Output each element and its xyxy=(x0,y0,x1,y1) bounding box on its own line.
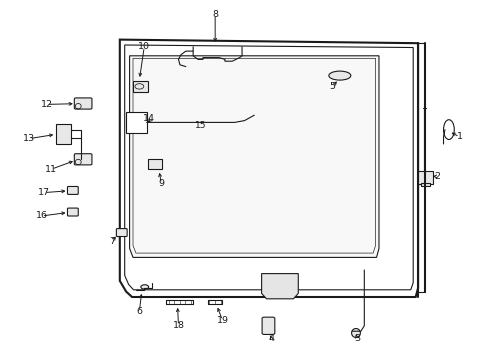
Text: 17: 17 xyxy=(38,188,50,197)
FancyBboxPatch shape xyxy=(147,159,162,169)
Text: 5: 5 xyxy=(329,82,335,91)
Text: 13: 13 xyxy=(23,134,35,143)
Text: 2: 2 xyxy=(434,172,440,181)
Polygon shape xyxy=(261,274,298,299)
Text: 4: 4 xyxy=(268,334,274,343)
Text: 15: 15 xyxy=(194,122,206,130)
Text: 19: 19 xyxy=(216,316,228,325)
FancyBboxPatch shape xyxy=(56,124,71,144)
FancyBboxPatch shape xyxy=(116,229,127,237)
Text: 10: 10 xyxy=(138,42,150,51)
FancyBboxPatch shape xyxy=(262,317,274,334)
Polygon shape xyxy=(129,56,378,257)
Text: 16: 16 xyxy=(36,211,47,220)
Text: 9: 9 xyxy=(158,179,164,188)
Ellipse shape xyxy=(351,328,360,338)
Text: 8: 8 xyxy=(212,10,218,19)
Text: 3: 3 xyxy=(353,334,359,343)
Text: 1: 1 xyxy=(456,132,462,141)
Text: 18: 18 xyxy=(172,321,184,330)
Text: 7: 7 xyxy=(109,237,115,246)
FancyBboxPatch shape xyxy=(417,171,432,184)
Ellipse shape xyxy=(141,285,148,289)
FancyBboxPatch shape xyxy=(420,183,429,186)
FancyBboxPatch shape xyxy=(126,112,146,133)
FancyBboxPatch shape xyxy=(67,208,78,216)
FancyBboxPatch shape xyxy=(67,186,78,194)
Text: 11: 11 xyxy=(45,165,57,174)
Text: 6: 6 xyxy=(136,307,142,316)
FancyBboxPatch shape xyxy=(74,98,92,109)
Text: 12: 12 xyxy=(41,100,52,109)
FancyBboxPatch shape xyxy=(133,81,147,92)
FancyBboxPatch shape xyxy=(74,154,92,165)
Ellipse shape xyxy=(328,71,350,80)
Text: 14: 14 xyxy=(143,114,155,123)
